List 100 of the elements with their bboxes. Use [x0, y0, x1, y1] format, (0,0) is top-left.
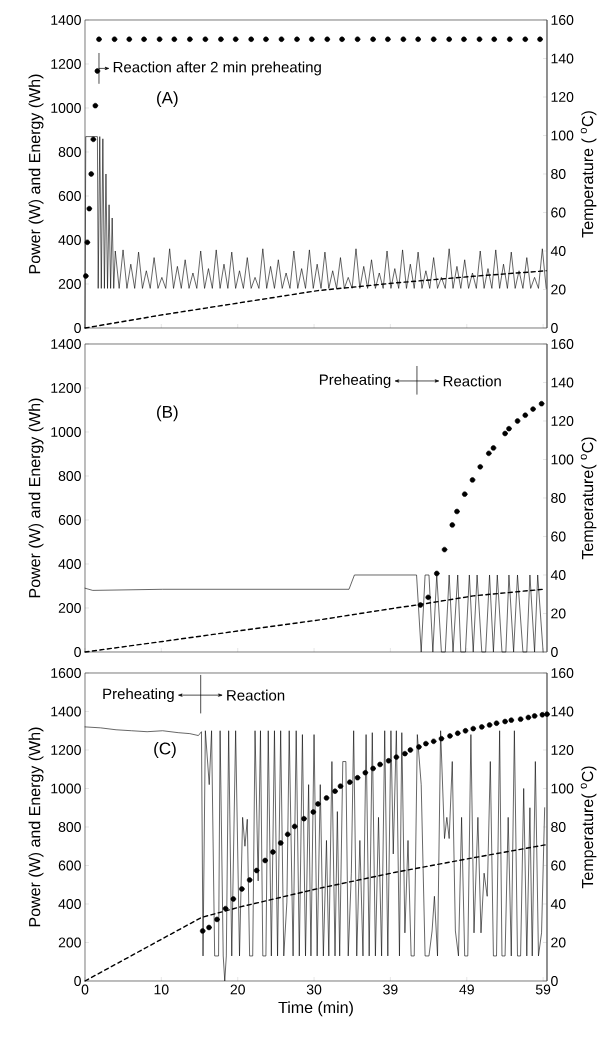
- point: [92, 102, 99, 109]
- point: [508, 717, 514, 723]
- point: [544, 711, 550, 717]
- point: [425, 594, 431, 601]
- annotation: Reaction: [227, 689, 285, 701]
- point: [502, 430, 508, 437]
- text: (B): [157, 405, 178, 422]
- y2-tick-label: 120: [551, 92, 574, 102]
- point: [531, 713, 538, 719]
- y2-tick-label: 140: [551, 377, 574, 388]
- y-tick-label: 0: [74, 323, 81, 333]
- point: [239, 886, 245, 892]
- point: [347, 779, 353, 785]
- point: [385, 36, 391, 42]
- annotation: Preheating: [103, 688, 174, 703]
- y2-tick-label: 20: [551, 937, 566, 948]
- point: [486, 722, 493, 728]
- point: [402, 750, 408, 757]
- y-tick-label: 0: [74, 647, 81, 657]
- y-tick-label: 1400: [51, 15, 81, 25]
- point: [362, 770, 369, 776]
- y-tick-label: 200: [58, 603, 81, 613]
- point: [462, 728, 469, 734]
- y2-tick-label: 120: [551, 745, 574, 755]
- point: [202, 36, 209, 42]
- y-tick-label: 800: [58, 471, 81, 481]
- point: [491, 36, 497, 42]
- point: [430, 36, 437, 42]
- point: [462, 491, 468, 497]
- y2-tick-label: 60: [551, 531, 566, 542]
- point: [277, 840, 284, 846]
- point: [502, 718, 508, 725]
- point: [248, 36, 254, 42]
- x-axis-title: Time (min): [278, 1001, 353, 1017]
- y2-tick-label: 80: [551, 493, 566, 503]
- point: [301, 816, 307, 822]
- y2-tick-label: 60: [551, 860, 566, 871]
- point: [206, 924, 212, 931]
- point: [222, 905, 229, 912]
- point: [538, 400, 545, 407]
- point: [278, 36, 285, 42]
- point: [323, 795, 330, 801]
- point: [400, 36, 407, 42]
- point: [199, 928, 206, 934]
- x-tick-label: 59: [535, 984, 551, 995]
- y-tick-label: 400: [58, 559, 81, 569]
- point: [430, 738, 437, 745]
- y-tick-label: 600: [58, 191, 81, 201]
- point: [525, 714, 532, 721]
- y-tick-label: 400: [58, 899, 81, 909]
- x-tick-label: 20: [230, 984, 245, 995]
- y2-tick-label: 40: [550, 899, 566, 909]
- point: [454, 508, 460, 515]
- point: [230, 896, 237, 902]
- point: [86, 205, 92, 212]
- point: [493, 720, 500, 726]
- point: [126, 36, 132, 42]
- point: [522, 412, 528, 418]
- y2-tick-label: 80: [551, 169, 566, 179]
- y2-axis-title: Temperature ( $^{o}$C): [580, 111, 597, 238]
- y2-tick-label: 0: [551, 647, 558, 657]
- point: [83, 273, 89, 279]
- annotation: Reaction: [443, 375, 501, 387]
- y2-tick-label: 140: [551, 53, 574, 64]
- point: [446, 36, 452, 42]
- y-tick-label: 800: [58, 147, 81, 157]
- y2-tick-label: 20: [551, 608, 566, 619]
- x-tick-label: 30: [306, 984, 322, 995]
- point: [449, 522, 455, 528]
- y2-tick-label: 40: [550, 570, 566, 580]
- point: [506, 426, 512, 432]
- y-tick-label: 1200: [51, 59, 81, 69]
- point: [447, 733, 453, 739]
- point: [477, 464, 483, 470]
- y-tick-label: 1000: [51, 427, 81, 437]
- y2-axis-title: Temperature( $^{o}$C): [580, 766, 597, 889]
- y2-tick-label: 100: [551, 454, 574, 465]
- point: [187, 36, 193, 42]
- y2-tick-label: 20: [551, 284, 566, 295]
- point: [246, 877, 253, 883]
- y2-axis-title: Temperature( $^{o}$C): [580, 437, 597, 560]
- point: [539, 712, 546, 718]
- point: [218, 36, 224, 42]
- point: [438, 735, 445, 742]
- y-tick-label: 600: [58, 515, 81, 525]
- point: [262, 857, 268, 864]
- point: [141, 36, 147, 42]
- point: [232, 36, 239, 42]
- annotation: Reaction after 2 min preheating: [113, 61, 321, 76]
- point: [416, 744, 422, 750]
- point: [461, 36, 467, 42]
- x-tick-label: 39: [383, 984, 398, 995]
- y2-tick-label: 100: [551, 130, 574, 141]
- point: [214, 916, 220, 923]
- y-tick-label: 1000: [51, 103, 81, 113]
- point: [315, 801, 321, 807]
- point: [537, 36, 543, 42]
- y2-tick-label: 160: [551, 668, 574, 678]
- point: [310, 809, 316, 815]
- point: [490, 445, 497, 451]
